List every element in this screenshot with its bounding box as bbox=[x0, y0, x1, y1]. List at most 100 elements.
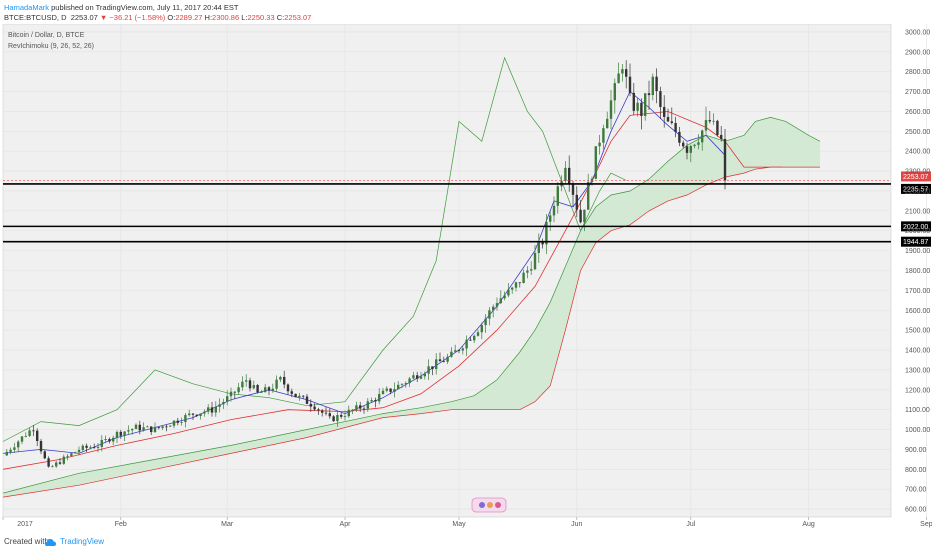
y-tick-label: 2300.00 bbox=[905, 169, 930, 176]
tradingview-link[interactable]: TradingView bbox=[60, 537, 105, 546]
candle-body bbox=[112, 437, 115, 442]
candle-body bbox=[267, 387, 271, 391]
candle-body bbox=[609, 100, 613, 119]
candle-body bbox=[66, 455, 69, 457]
candle-body bbox=[628, 76, 632, 93]
candle-body bbox=[313, 406, 316, 410]
x-tick-label: Apr bbox=[340, 521, 352, 528]
candle-body bbox=[104, 439, 107, 441]
candle-body bbox=[378, 394, 381, 402]
candle-body bbox=[32, 430, 35, 432]
author-link[interactable]: HamadaMark bbox=[4, 3, 50, 12]
y-tick-label: 900.00 bbox=[905, 447, 927, 454]
candle-body bbox=[495, 303, 499, 307]
candle-body bbox=[697, 142, 700, 145]
price-chart[interactable]: 2253.07 2235.57 2022.00 1944.87 3000.00 2900… bbox=[0, 23, 932, 534]
y-tick-label: 2200.00 bbox=[905, 188, 930, 195]
x-tick-label: Jun bbox=[571, 521, 582, 528]
candle-body bbox=[195, 414, 198, 416]
candle-body bbox=[412, 375, 415, 379]
close-value: 2253.07 bbox=[284, 13, 312, 22]
kijun-line bbox=[2, 111, 782, 470]
chart-area[interactable]: 2253.07 2235.57 2022.00 1944.87 3000.00 2900… bbox=[0, 23, 932, 534]
candle-body bbox=[233, 391, 236, 393]
candle-body bbox=[153, 427, 157, 433]
candle-body bbox=[172, 420, 176, 426]
candle-body bbox=[332, 416, 335, 422]
candle-body bbox=[674, 123, 677, 132]
candle-body bbox=[492, 306, 495, 311]
candle-body bbox=[290, 391, 293, 394]
y-tick-label: 1700.00 bbox=[905, 288, 930, 295]
candle-body bbox=[362, 408, 366, 410]
candle-body bbox=[142, 427, 145, 431]
y-tick-label: 1200.00 bbox=[905, 387, 930, 394]
candle-body bbox=[169, 425, 172, 427]
candle-body bbox=[203, 411, 206, 414]
high-value: 2300.86 bbox=[212, 13, 240, 22]
indicator-label: RevIchimoku (9, 26, 52, 26) bbox=[8, 43, 94, 50]
candle-body bbox=[404, 383, 407, 385]
candle-body bbox=[659, 91, 662, 108]
candle-body bbox=[541, 241, 544, 245]
candle-body bbox=[305, 396, 309, 404]
candle-body bbox=[598, 142, 601, 147]
candle-body bbox=[385, 388, 388, 391]
price-axis[interactable]: 3000.00 2900.00 2800.00 2700.00 2600.00 2500.… bbox=[905, 29, 930, 513]
time-axis[interactable]: 2017FebMarAprMayJunJulAugSepOctNovDec201… bbox=[2, 517, 932, 528]
candle-body bbox=[666, 116, 670, 122]
candle-body bbox=[199, 413, 202, 416]
candle-body bbox=[214, 406, 217, 413]
candle-body bbox=[454, 350, 457, 352]
candle-body bbox=[689, 145, 692, 153]
price-tag bbox=[901, 171, 931, 182]
candle-body bbox=[248, 380, 252, 389]
y-tick-label: 2700.00 bbox=[905, 89, 930, 96]
low-value: 2250.33 bbox=[247, 13, 275, 22]
candle-body bbox=[526, 270, 529, 273]
candle-body bbox=[644, 93, 647, 116]
candle-body bbox=[237, 387, 240, 393]
y-tick-label: 2400.00 bbox=[905, 149, 930, 156]
candle-body bbox=[530, 269, 533, 271]
candle-body bbox=[150, 426, 153, 433]
candle-body bbox=[89, 447, 92, 449]
candle-body bbox=[96, 446, 100, 448]
candle-body bbox=[347, 409, 350, 417]
candle-body bbox=[298, 395, 301, 398]
candle-body bbox=[640, 102, 643, 116]
candle-body bbox=[165, 426, 168, 428]
candle-body bbox=[488, 310, 491, 319]
chikou-line bbox=[2, 56, 627, 442]
low-label: L: bbox=[241, 13, 248, 22]
close-label: C: bbox=[276, 13, 285, 22]
candle-body bbox=[408, 378, 411, 384]
x-tick-label: May bbox=[452, 521, 466, 528]
candle-body bbox=[222, 401, 225, 405]
candle-body bbox=[286, 384, 290, 392]
candle-body bbox=[397, 384, 400, 390]
candle-body bbox=[134, 424, 138, 429]
footer: Created with TradingView bbox=[0, 534, 932, 550]
candle-body bbox=[621, 69, 624, 74]
candle-body bbox=[423, 373, 426, 377]
y-tick-label: 2900.00 bbox=[905, 49, 930, 56]
y-tick-label: 800.00 bbox=[905, 467, 927, 474]
candle-body bbox=[556, 186, 559, 206]
candle-body bbox=[161, 426, 164, 428]
candle-body bbox=[271, 388, 274, 391]
ohlc-line: BTCE:BTCUSD, D 2253.07 ▼ −36.21 (−1.58%)… bbox=[4, 13, 311, 22]
candle-body bbox=[138, 424, 141, 431]
cloud-fill bbox=[3, 117, 820, 498]
candle-body bbox=[374, 400, 377, 402]
candle-body bbox=[503, 295, 506, 299]
candle-body bbox=[283, 376, 286, 385]
candle-body bbox=[632, 92, 635, 111]
candle-body bbox=[568, 167, 571, 184]
candle-body bbox=[613, 83, 616, 101]
candle-body bbox=[359, 405, 362, 409]
candle-body bbox=[343, 416, 347, 417]
candle-body bbox=[636, 102, 639, 111]
candle-body bbox=[340, 414, 343, 417]
y-tick-label: 2500.00 bbox=[905, 129, 930, 136]
